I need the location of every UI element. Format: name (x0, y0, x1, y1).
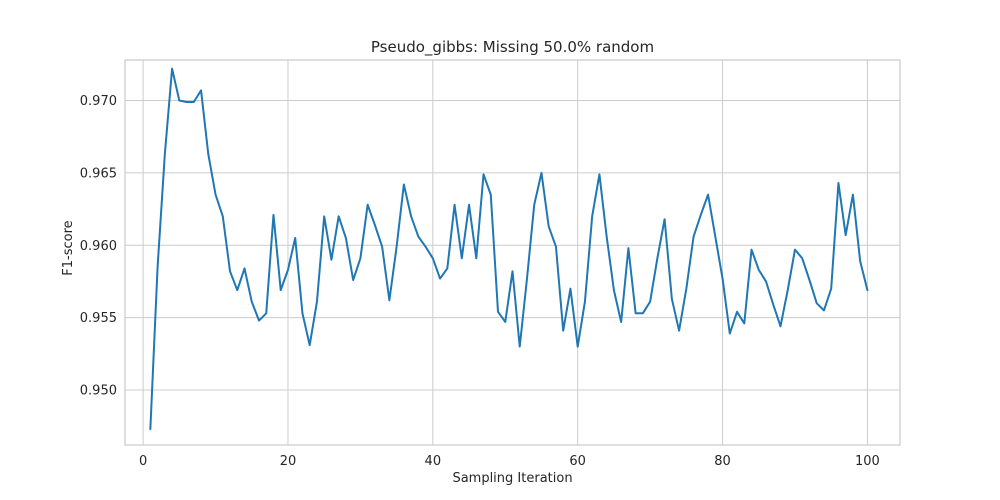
y-tick-label: 0.950 (80, 384, 117, 399)
y-tick-label: 0.970 (80, 94, 117, 109)
chart-title: Pseudo_gibbs: Missing 50.0% random (371, 38, 654, 57)
grid (125, 60, 900, 445)
plot-frame (124, 59, 901, 446)
x-tick-label: 60 (569, 454, 586, 469)
x-tick-label: 20 (280, 454, 297, 469)
y-axis-ticks: 0.950 0.955 0.960 0.965 0.970 (80, 94, 117, 398)
series-line (149, 67, 869, 431)
y-axis-label: F1-score (61, 220, 76, 275)
y-tick-label: 0.955 (80, 311, 117, 326)
x-tick-label: 80 (714, 454, 731, 469)
plot-area (149, 67, 869, 431)
y-tick-label: 0.960 (80, 239, 117, 254)
x-tick-label: 40 (425, 454, 442, 469)
x-axis-label: Sampling Iteration (452, 471, 572, 486)
x-tick-label: 100 (855, 454, 880, 469)
y-tick-label: 0.965 (80, 166, 117, 181)
x-tick-label: 0 (139, 454, 147, 469)
x-axis-ticks: 0 20 40 60 80 100 (139, 454, 880, 469)
